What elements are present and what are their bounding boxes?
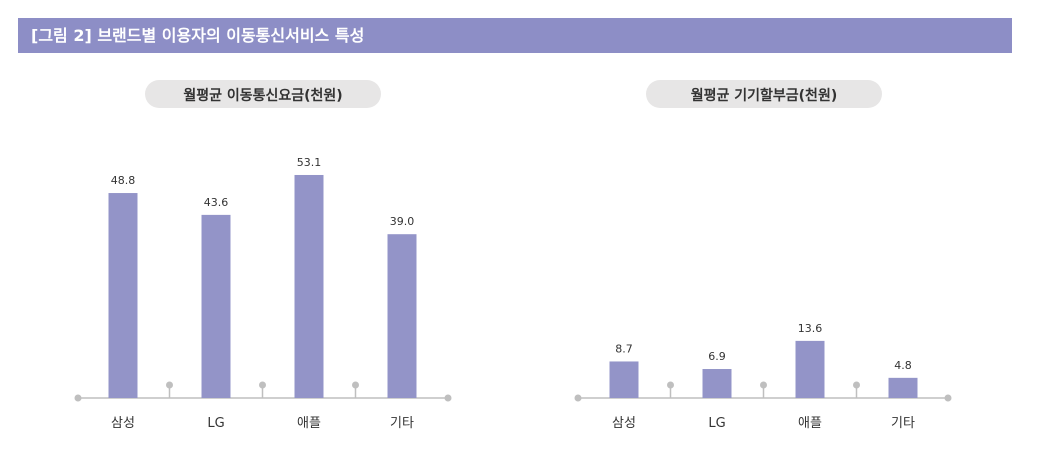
category-separator-dot <box>166 381 173 389</box>
category-label: 삼성 <box>111 416 135 431</box>
value-label: 43.6 <box>204 196 229 209</box>
figure-title: [그림 2] 브랜드별 이용자의 이동통신서비스 특성 <box>18 18 1012 53</box>
value-label: 48.8 <box>111 174 136 187</box>
chart-title: 월평균 이동통신요금(천원) <box>183 87 342 104</box>
value-label: 4.8 <box>894 359 912 372</box>
bar <box>108 193 138 398</box>
bar <box>294 174 324 398</box>
chart-title-pill <box>646 80 882 108</box>
value-label: 6.9 <box>708 350 726 363</box>
bar <box>888 377 918 398</box>
axis-end-dot <box>444 394 452 402</box>
category-label: 애플 <box>798 416 822 431</box>
value-label: 13.6 <box>798 322 823 335</box>
category-label: LG <box>207 416 224 431</box>
category-label: LG <box>708 416 725 431</box>
value-label: 39.0 <box>390 215 415 228</box>
chart-title: 월평균 기기할부금(천원) <box>691 87 837 104</box>
value-label: 53.1 <box>297 156 322 169</box>
value-label: 8.7 <box>615 342 633 355</box>
category-separator-dot <box>760 381 767 389</box>
category-label: 기타 <box>891 416 915 431</box>
bar <box>201 214 231 398</box>
axis-end-dot <box>74 394 82 402</box>
category-label: 기타 <box>390 416 414 431</box>
category-separator-dot <box>352 381 359 389</box>
bar <box>795 340 825 398</box>
category-separator-dot <box>667 381 674 389</box>
chart-monthly-device-installment: 월평균 기기할부금(천원) 8.7 삼성 6.9 LG 13.6 애플 4.8 기타 <box>574 80 952 431</box>
chart-title-pill <box>145 80 381 108</box>
bar <box>702 369 732 398</box>
chart-monthly-telecom-fee: 월평균 이동통신요금(천원) 48.8 삼성 43.6 LG 53.1 애플 39.0 기타 <box>74 80 452 431</box>
axis-end-dot <box>944 394 952 402</box>
category-separator-dot <box>853 381 860 389</box>
category-label: 애플 <box>297 416 321 431</box>
category-separator-dot <box>259 381 266 389</box>
bar <box>387 234 417 398</box>
bar <box>609 361 639 398</box>
category-label: 삼성 <box>612 416 636 431</box>
axis-end-dot <box>574 394 582 402</box>
figure-panel <box>18 53 1012 460</box>
